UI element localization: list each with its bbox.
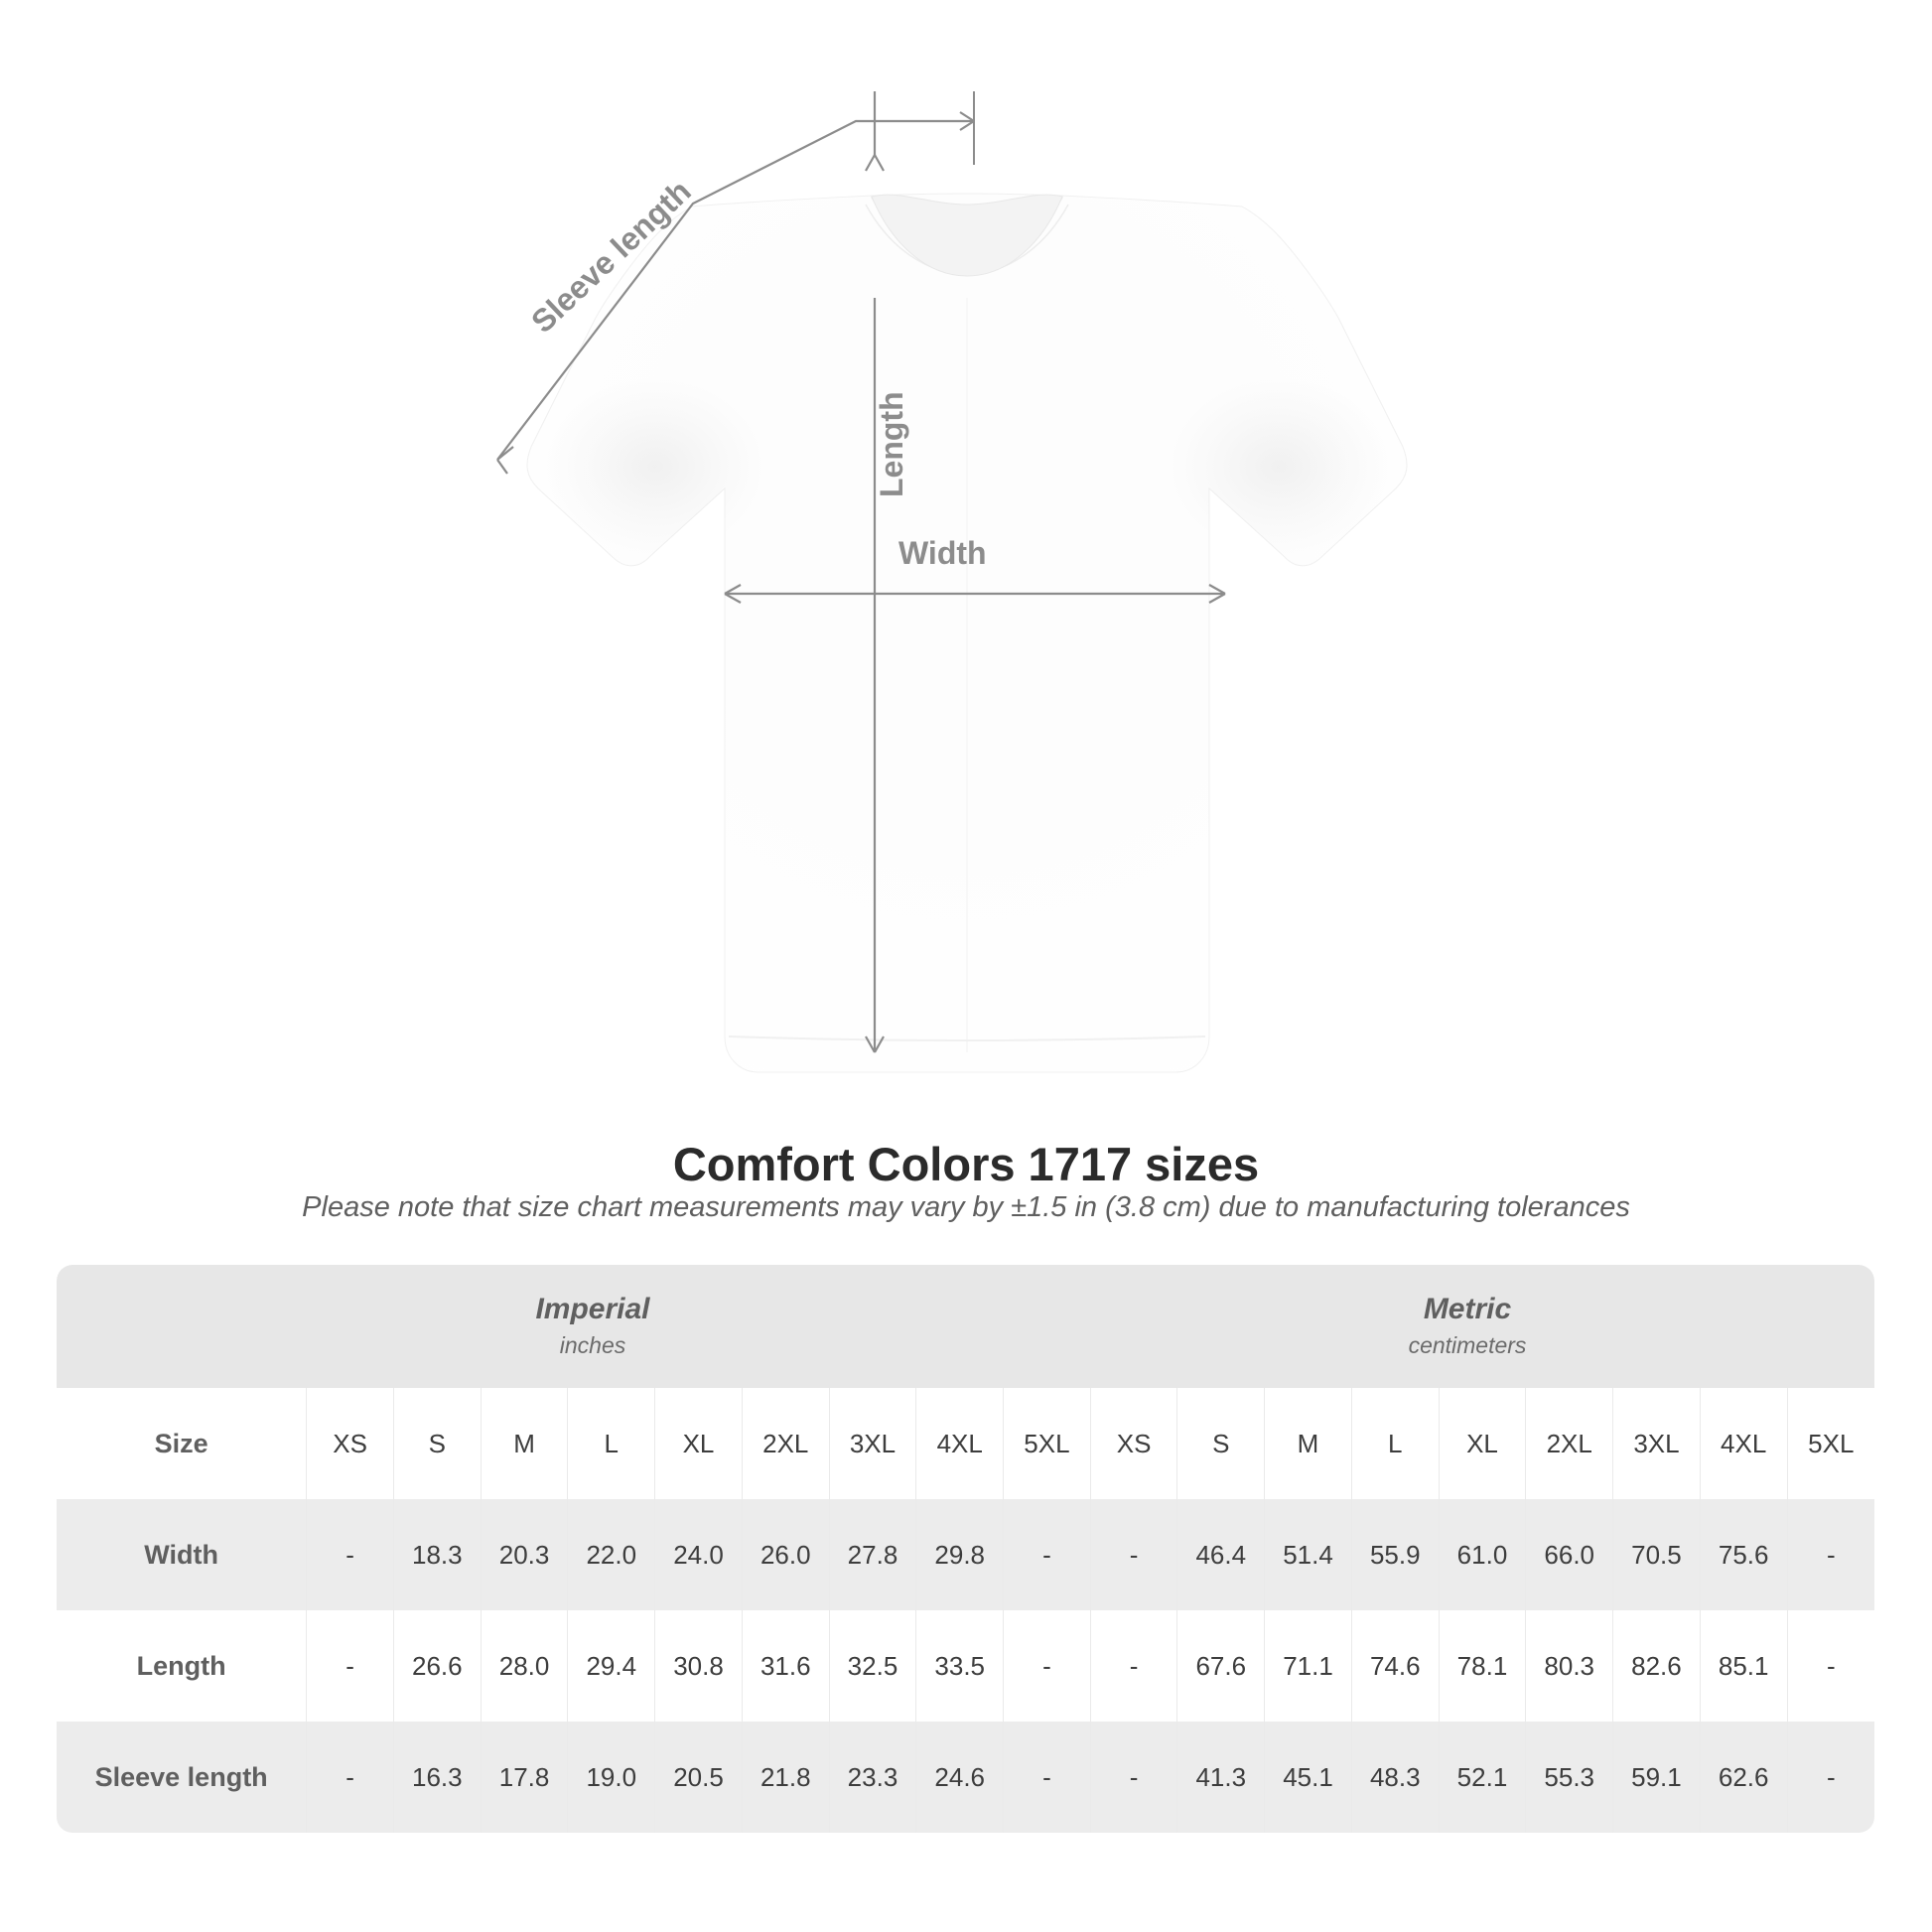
svg-text:Width: Width	[898, 535, 987, 571]
svg-text:Length: Length	[874, 391, 909, 497]
